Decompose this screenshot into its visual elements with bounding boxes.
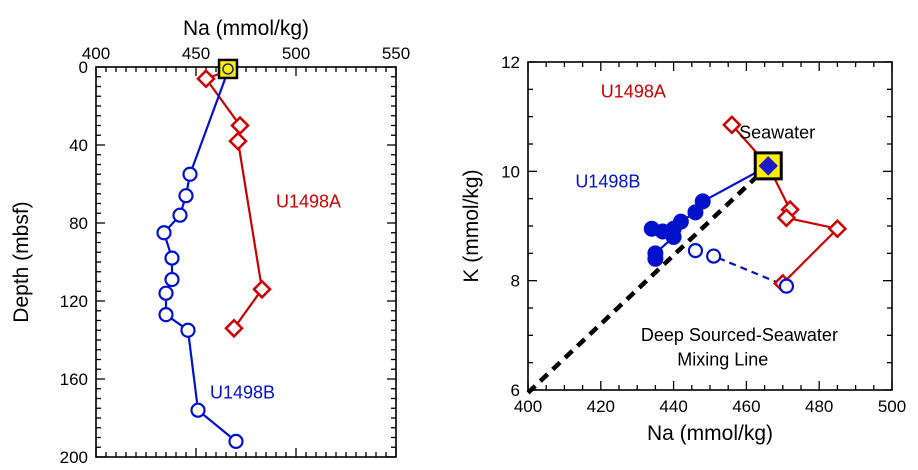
- u1498a-point: [776, 208, 797, 228]
- x-tick-label: 460: [732, 397, 760, 416]
- x-tick-label: 500: [878, 397, 906, 416]
- mixing-line: [526, 164, 770, 395]
- x-tick-label: 400: [514, 397, 542, 416]
- u1498b-point: [156, 225, 172, 241]
- u1498b-point: [228, 433, 244, 449]
- y-tick-label: 80: [69, 214, 88, 233]
- y-tick-label: 8: [511, 272, 520, 291]
- annotation-label: U1498A: [601, 82, 666, 102]
- y-tick-label: 200: [60, 448, 88, 467]
- u1498b-point: [665, 228, 682, 245]
- y-tick-label: 12: [501, 53, 520, 72]
- u1498b-point: [694, 193, 711, 210]
- x-tick-label: 500: [282, 44, 310, 63]
- annotation-label: U1498B: [210, 383, 275, 403]
- x-tick-label: 480: [805, 397, 833, 416]
- u1498b-deeper-point: [778, 278, 795, 294]
- x-tick-label: 550: [382, 44, 410, 63]
- x-tick-label: 400: [82, 44, 110, 63]
- u1498b-point: [190, 402, 206, 418]
- x-axis-title: Na (mmol/kg): [183, 17, 309, 40]
- u1498b-point: [164, 271, 180, 288]
- u1498a-point: [224, 318, 244, 339]
- y-tick-label: 6: [511, 381, 520, 400]
- y-tick-label: 120: [60, 292, 88, 311]
- annotation-label: Deep Sourced-Seawater: [641, 325, 838, 345]
- annotation-label: U1498B: [575, 172, 640, 192]
- u1498a-point: [722, 115, 742, 135]
- annotation-label: Mixing Line: [677, 349, 768, 369]
- u1498b-point: [178, 188, 194, 204]
- series-line: [731, 124, 840, 285]
- x-tick-label: 440: [659, 397, 687, 416]
- x-axis-title: Na (mmol/kg): [647, 422, 773, 445]
- depth-profile-chart: 400 450 500 550 0 40 80 120 160 200 Na (mmol/kg) De…: [10, 17, 410, 467]
- seawater-point-inner: [758, 156, 778, 176]
- u1498a-point: [252, 279, 272, 300]
- y-axis-title: Depth (mbsf): [10, 201, 33, 322]
- seawater-point-inner: [222, 63, 234, 75]
- u1498a-point: [228, 131, 248, 151]
- u1498b-point: [180, 322, 196, 338]
- y-tick-label: 0: [79, 58, 88, 77]
- annotation-label: Seawater: [739, 123, 815, 143]
- u1498b-point: [164, 250, 180, 266]
- u1498b-deeper-point: [687, 243, 704, 259]
- x-tick-label: 420: [587, 397, 615, 416]
- annotation-label: U1498A: [276, 191, 341, 211]
- u1498a-point: [827, 218, 848, 239]
- u1498b-point: [643, 220, 660, 237]
- u1498b-point: [172, 207, 188, 223]
- u1498b-deeper-point: [706, 248, 722, 264]
- y-axis-title: K (mmol/kg): [460, 169, 483, 282]
- u1498a-point: [196, 68, 216, 89]
- u1498b-point: [158, 307, 174, 323]
- y-tick-label: 10: [501, 162, 520, 181]
- u1498b-point: [687, 204, 704, 221]
- y-tick-label: 40: [69, 136, 88, 155]
- x-tick-label: 450: [182, 44, 210, 63]
- u1498b-point: [647, 250, 664, 267]
- k-vs-na-chart: 400 420 440 460 480 500 6 8 10 12 Na (mmol/kg) K (m…: [460, 53, 906, 445]
- u1498b-point: [158, 285, 174, 301]
- u1498a-point: [230, 115, 250, 136]
- y-tick-label: 160: [60, 370, 88, 389]
- u1498b-point: [182, 166, 198, 182]
